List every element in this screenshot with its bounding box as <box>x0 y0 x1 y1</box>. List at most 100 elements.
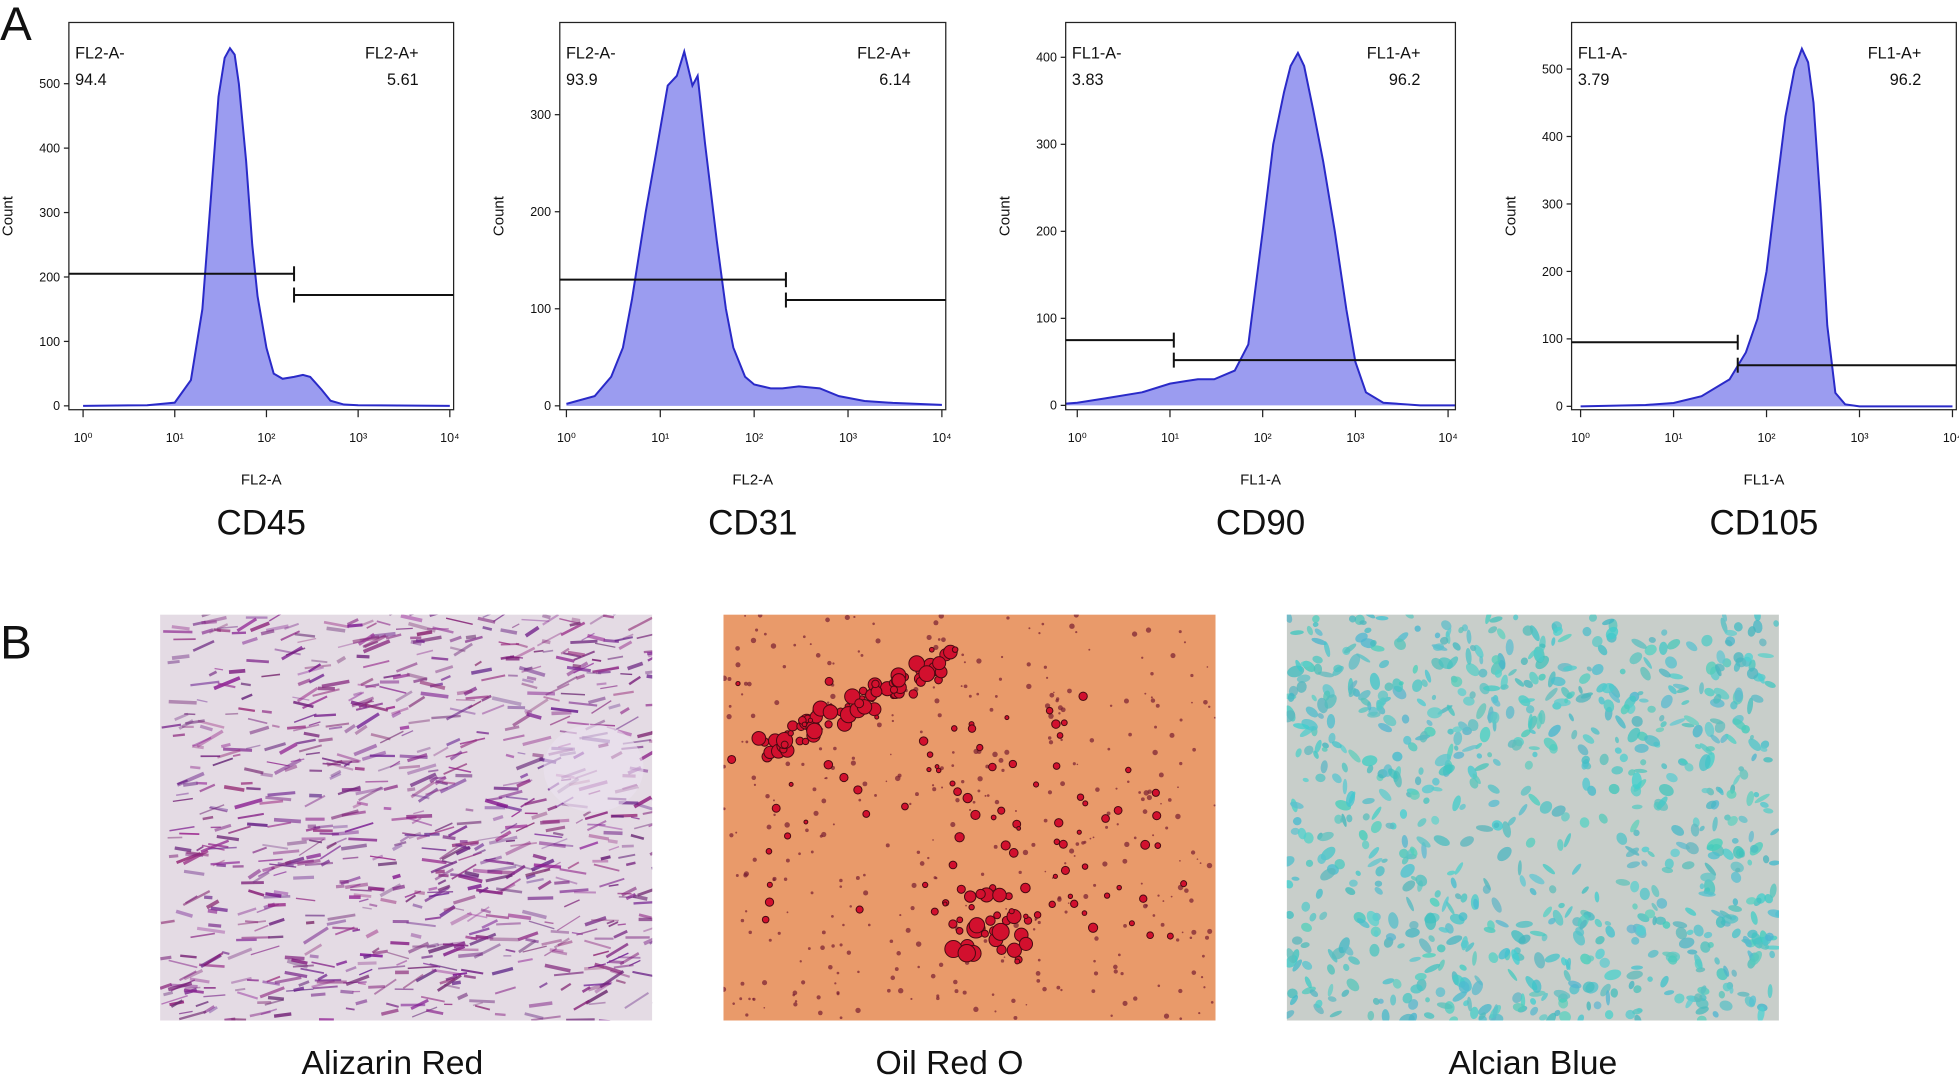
texture <box>1091 989 1096 994</box>
texture <box>1191 970 1197 975</box>
texture <box>1647 705 1656 713</box>
texture <box>1358 829 1368 841</box>
texture <box>317 973 328 981</box>
texture <box>428 892 450 898</box>
texture <box>1157 984 1161 988</box>
texture <box>230 976 252 985</box>
texture <box>182 781 198 787</box>
texture <box>160 955 172 961</box>
texture <box>560 692 586 696</box>
texture <box>573 999 590 1011</box>
texture <box>184 986 201 990</box>
texture <box>1644 644 1657 656</box>
texture <box>647 656 653 662</box>
texture <box>1490 696 1501 707</box>
texture <box>1512 1003 1526 1012</box>
texture <box>1469 644 1477 652</box>
texture <box>329 772 342 781</box>
texture <box>1341 989 1350 997</box>
texture <box>272 849 300 855</box>
texture <box>511 810 521 818</box>
texture <box>934 698 940 704</box>
texture <box>168 959 198 969</box>
texture <box>839 943 843 947</box>
texture <box>402 832 416 836</box>
texture <box>1487 784 1500 794</box>
texture <box>918 665 936 683</box>
texture <box>1631 937 1640 945</box>
texture <box>1543 737 1558 751</box>
texture <box>1733 652 1744 663</box>
texture <box>1301 986 1316 995</box>
texture <box>196 845 204 852</box>
texture <box>1312 655 1323 664</box>
texture <box>416 746 431 754</box>
texture <box>1715 663 1725 672</box>
texture <box>839 772 849 783</box>
texture <box>1115 787 1118 790</box>
x-axis-label: FL2-A <box>732 472 773 489</box>
texture <box>832 662 835 665</box>
texture <box>1647 976 1653 982</box>
texture <box>593 863 620 872</box>
texture <box>516 778 531 788</box>
x-tick-label: 10⁴ <box>1943 431 1959 445</box>
texture <box>1123 698 1129 704</box>
texture <box>1475 742 1483 750</box>
y-tick-label: 500 <box>39 77 60 91</box>
texture <box>435 869 445 874</box>
texture <box>1191 929 1197 935</box>
texture <box>465 935 478 941</box>
texture <box>1032 781 1040 788</box>
texture <box>312 688 340 697</box>
texture <box>745 1013 749 1017</box>
texture <box>240 682 251 687</box>
texture <box>1563 970 1571 982</box>
y-tick-label: 300 <box>39 206 60 220</box>
texture <box>401 730 414 737</box>
texture <box>1467 719 1479 732</box>
texture <box>1653 801 1662 811</box>
texture <box>1445 627 1452 638</box>
y-tick-label: 100 <box>530 302 551 316</box>
texture <box>406 672 428 682</box>
plot-frame <box>1570 21 1957 411</box>
texture <box>928 646 935 653</box>
texture <box>1047 736 1052 740</box>
texture <box>1644 909 1656 919</box>
texture <box>505 753 515 759</box>
texture <box>992 751 998 758</box>
texture <box>394 840 407 847</box>
texture <box>1512 992 1523 1003</box>
texture <box>1626 924 1637 934</box>
texture <box>524 1012 544 1020</box>
texture <box>1318 831 1334 842</box>
texture <box>1659 784 1674 797</box>
texture <box>763 1006 766 1009</box>
texture <box>439 778 467 794</box>
texture <box>642 811 653 815</box>
texture <box>313 713 337 718</box>
texture <box>293 986 305 992</box>
texture <box>1674 993 1685 1004</box>
x-axis-label: FL1-A <box>1240 472 1281 489</box>
texture <box>970 809 981 821</box>
texture <box>389 760 401 768</box>
texture <box>1610 988 1618 998</box>
texture <box>1384 682 1394 691</box>
texture <box>1023 913 1029 920</box>
texture <box>1176 938 1180 942</box>
histogram-line <box>566 47 942 406</box>
texture <box>1578 685 1583 694</box>
texture <box>1301 922 1312 932</box>
texture <box>1078 691 1088 701</box>
texture <box>1081 910 1088 916</box>
texture <box>1122 858 1128 864</box>
texture <box>1438 657 1453 670</box>
texture <box>311 659 328 664</box>
texture <box>1382 978 1395 985</box>
y-axis-label: Count <box>1502 195 1519 236</box>
texture <box>1088 648 1091 651</box>
texture <box>1667 639 1681 650</box>
texture <box>266 761 290 767</box>
